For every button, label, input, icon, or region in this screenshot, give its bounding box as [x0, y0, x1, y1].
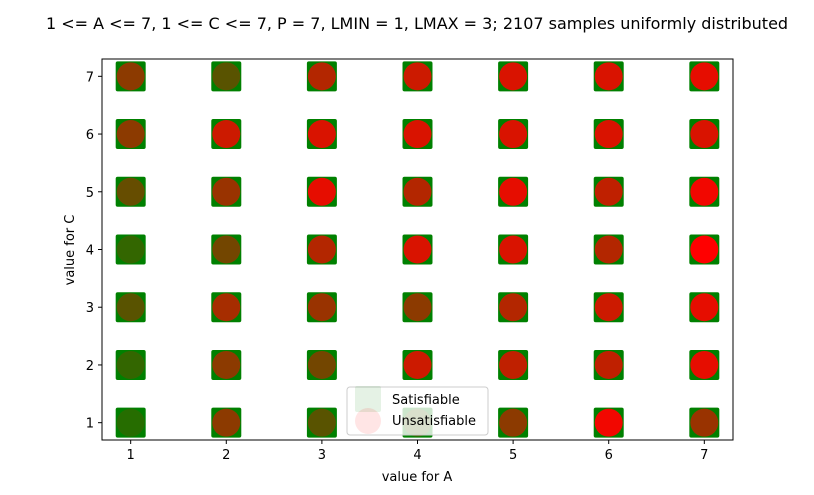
satisfiable-marker	[211, 61, 242, 92]
satisfiable-marker	[211, 234, 242, 265]
unsatisfiable-marker	[403, 120, 432, 149]
legend-unsatisfiable-marker	[355, 408, 381, 434]
y-tick-label: 6	[86, 128, 94, 143]
unsatisfiable-marker	[499, 350, 528, 379]
unsatisfiable-marker	[499, 293, 528, 322]
legend-satisfiable-label: Satisfiable	[392, 393, 460, 408]
unsatisfiable-marker	[403, 177, 432, 206]
unsatisfiable-marker	[499, 408, 528, 437]
unsatisfiable-marker	[212, 408, 241, 437]
unsatisfiable-marker	[116, 177, 145, 206]
legend-unsatisfiable-label: Unsatisfiable	[392, 414, 476, 429]
unsatisfiable-marker	[116, 293, 145, 322]
unsatisfiable-marker	[594, 235, 623, 264]
unsatisfiable-marker	[307, 408, 336, 437]
unsatisfiable-marker	[690, 350, 719, 379]
unsatisfiable-marker	[307, 62, 336, 91]
unsatisfiable-marker	[690, 408, 719, 437]
y-tick-label: 5	[86, 186, 94, 201]
x-tick-label: 6	[605, 448, 613, 463]
y-tick-label: 1	[86, 417, 94, 432]
unsatisfiable-marker	[594, 62, 623, 91]
axis-ticks: 1 2 3 4 5 6 7 1 2 3 4 5 6 7	[86, 70, 709, 463]
unsatisfiable-marker	[116, 62, 145, 91]
x-tick-label: 3	[318, 448, 326, 463]
x-axis-label: value for A	[382, 470, 453, 485]
satisfiable-marker	[306, 349, 337, 380]
unsatisfiable-marker	[307, 350, 336, 379]
unsatisfiable-marker	[499, 177, 528, 206]
unsatisfiable-marker	[307, 293, 336, 322]
unsatisfiable-marker	[594, 350, 623, 379]
legend: Satisfiable Unsatisfiable	[346, 386, 489, 436]
unsatisfiable-marker	[212, 62, 241, 91]
unsatisfiable-marker	[690, 177, 719, 206]
y-tick-label: 2	[86, 359, 94, 374]
satisfiable-marker	[115, 407, 146, 438]
y-tick-label: 7	[86, 70, 94, 85]
unsatisfiable-marker	[403, 235, 432, 264]
plot-area	[115, 61, 720, 438]
unsatisfiable-marker	[690, 235, 719, 264]
x-tick-label: 5	[509, 448, 517, 463]
unsatisfiable-marker	[212, 177, 241, 206]
unsatisfiable-marker	[499, 235, 528, 264]
satisfiable-marker	[306, 407, 337, 438]
x-tick-label: 1	[127, 448, 135, 463]
x-tick-label: 4	[413, 448, 421, 463]
unsatisfiable-marker	[690, 293, 719, 322]
unsatisfiable-marker	[594, 408, 623, 437]
unsatisfiable-marker	[116, 350, 145, 379]
unsatisfiable-marker	[690, 120, 719, 149]
y-axis-label: value for C	[63, 215, 78, 286]
x-tick-label: 2	[222, 448, 230, 463]
unsatisfiable-marker	[212, 293, 241, 322]
unsatisfiable-marker	[307, 120, 336, 149]
unsatisfiable-marker	[594, 293, 623, 322]
unsatisfiable-marker	[116, 408, 145, 437]
legend-satisfiable-marker	[355, 386, 381, 412]
unsatisfiable-marker	[116, 120, 145, 149]
y-tick-label: 3	[86, 301, 94, 316]
unsatisfiable-marker	[307, 235, 336, 264]
y-tick-label: 4	[86, 244, 94, 259]
unsatisfiable-marker	[499, 120, 528, 149]
legend-box	[346, 386, 489, 436]
unsatisfiable-marker	[403, 350, 432, 379]
unsatisfiable-marker	[594, 120, 623, 149]
satisfiable-marker	[115, 292, 146, 323]
unsatisfiable-marker	[403, 62, 432, 91]
satisfiable-marker	[115, 234, 146, 265]
unsatisfiable-marker	[690, 62, 719, 91]
unsatisfiable-marker	[499, 62, 528, 91]
unsatisfiable-marker	[212, 120, 241, 149]
satisfiable-marker	[115, 176, 146, 207]
unsatisfiable-marker	[403, 293, 432, 322]
unsatisfiable-marker	[594, 177, 623, 206]
unsatisfiable-marker	[116, 235, 145, 264]
unsatisfiable-marker	[212, 235, 241, 264]
unsatisfiable-marker	[307, 177, 336, 206]
x-tick-label: 7	[700, 448, 708, 463]
unsatisfiable-marker	[212, 350, 241, 379]
chart-title: 1 <= A <= 7, 1 <= C <= 7, P = 7, LMIN = …	[46, 14, 788, 33]
satisfiable-marker	[115, 349, 146, 380]
